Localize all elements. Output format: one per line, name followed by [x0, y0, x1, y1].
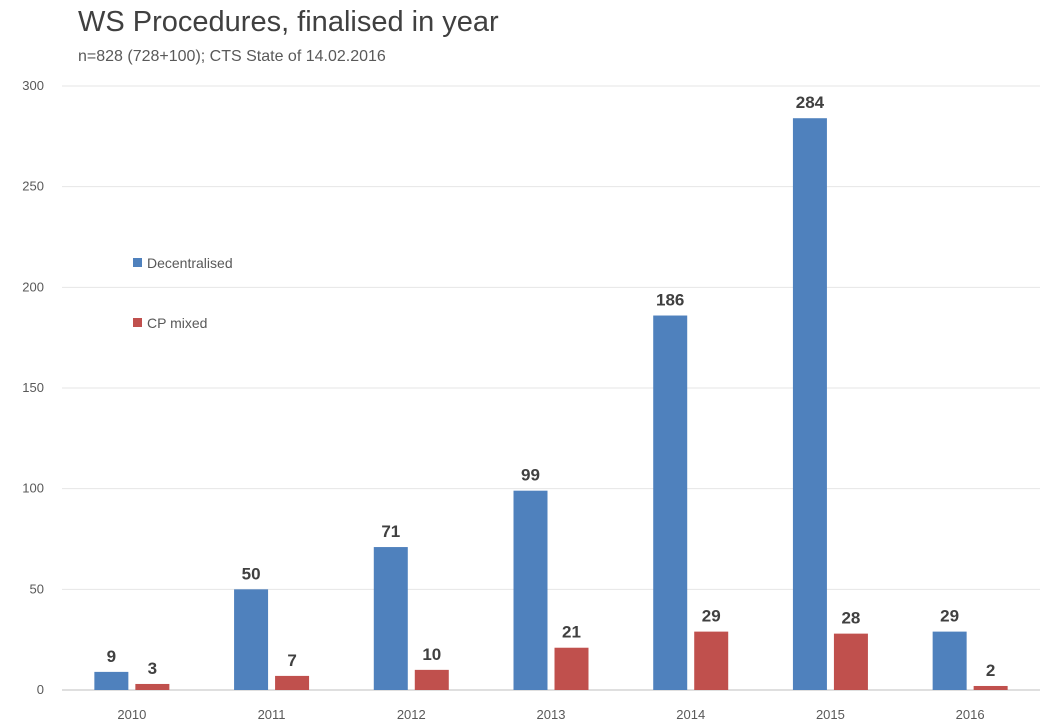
data-label-decentralised-2011: 50	[242, 564, 261, 583]
y-tick-label: 200	[22, 279, 44, 294]
legend: Decentralised CP mixed	[133, 255, 233, 331]
y-tick-label: 0	[37, 682, 44, 697]
data-label-decentralised-2013: 99	[521, 466, 540, 485]
data-label-decentralised-2015: 284	[796, 93, 825, 112]
bar-cp-mixed-2014	[694, 631, 729, 690]
bar-cp-mixed-2011	[275, 675, 310, 690]
gridlines	[62, 85, 1040, 691]
data-label-cp-mixed-2014: 29	[702, 607, 721, 626]
chart-title: WS Procedures, finalised in year	[78, 6, 499, 38]
legend-label-decentralised: Decentralised	[147, 255, 233, 271]
bar-cp-mixed-2012	[414, 669, 449, 690]
y-axis: 0 50 100 150 200 250 300	[22, 78, 44, 697]
bar-decentralised-2011	[234, 589, 269, 690]
x-tick-label: 2013	[537, 707, 566, 722]
x-axis: 2010 2011 2012 2013 2014 2015 2016	[117, 707, 984, 722]
data-label-decentralised-2010: 9	[107, 647, 116, 666]
bar-decentralised-2015	[792, 118, 827, 691]
bar-decentralised-2013	[513, 490, 548, 690]
legend-label-cp-mixed: CP mixed	[147, 315, 207, 331]
bars	[94, 118, 1008, 691]
data-label-cp-mixed-2010: 3	[148, 659, 157, 678]
y-tick-label: 150	[22, 380, 44, 395]
data-label-decentralised-2016: 29	[940, 607, 959, 626]
data-label-cp-mixed-2013: 21	[562, 623, 581, 642]
legend-swatch-cp-mixed	[133, 318, 142, 327]
x-tick-label: 2015	[816, 707, 845, 722]
y-tick-label: 250	[22, 179, 44, 194]
bar-cp-mixed-2013	[554, 647, 589, 690]
bar-decentralised-2016	[932, 631, 967, 690]
bar-decentralised-2014	[653, 315, 688, 690]
data-label-cp-mixed-2015: 28	[841, 609, 860, 628]
x-tick-label: 2016	[956, 707, 985, 722]
legend-swatch-decentralised	[133, 258, 142, 267]
x-tick-label: 2010	[117, 707, 146, 722]
x-tick-label: 2014	[676, 707, 705, 722]
y-tick-label: 300	[22, 78, 44, 93]
chart-subtitle: n=828 (728+100); CTS State of 14.02.2016	[78, 48, 386, 65]
bar-cp-mixed-2016	[973, 685, 1008, 690]
y-tick-label: 50	[30, 581, 44, 596]
x-tick-label: 2011	[258, 707, 286, 722]
data-label-cp-mixed-2016: 2	[986, 661, 995, 680]
data-label-decentralised-2014: 186	[656, 291, 684, 310]
y-tick-label: 100	[22, 481, 44, 496]
data-label-cp-mixed-2011: 7	[287, 651, 296, 670]
data-label-decentralised-2012: 71	[381, 522, 400, 541]
bar-cp-mixed-2010	[135, 683, 170, 690]
data-label-cp-mixed-2012: 10	[422, 645, 441, 664]
bar-cp-mixed-2015	[833, 633, 868, 690]
bar-decentralised-2012	[373, 547, 408, 690]
bar-decentralised-2010	[94, 671, 129, 690]
x-tick-label: 2012	[397, 707, 426, 722]
